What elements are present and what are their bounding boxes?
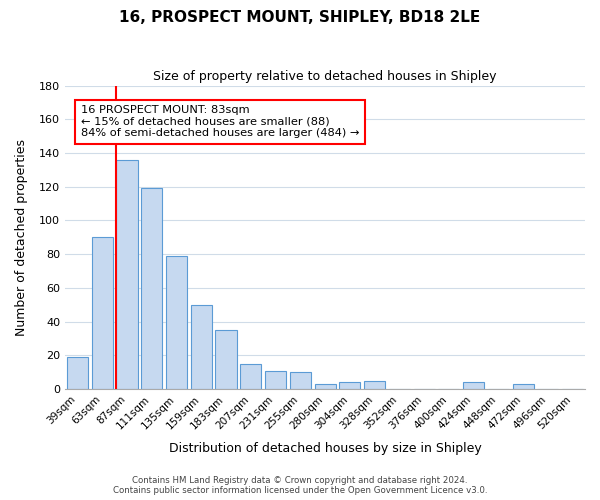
Text: 16, PROSPECT MOUNT, SHIPLEY, BD18 2LE: 16, PROSPECT MOUNT, SHIPLEY, BD18 2LE xyxy=(119,10,481,25)
Bar xyxy=(364,380,385,389)
Bar xyxy=(92,238,113,389)
Bar xyxy=(215,330,236,389)
Bar xyxy=(166,256,187,389)
Bar xyxy=(463,382,484,389)
Bar xyxy=(191,305,212,389)
Bar xyxy=(116,160,137,389)
Text: 16 PROSPECT MOUNT: 83sqm
← 15% of detached houses are smaller (88)
84% of semi-d: 16 PROSPECT MOUNT: 83sqm ← 15% of detach… xyxy=(80,106,359,138)
Bar xyxy=(512,384,533,389)
Bar xyxy=(67,357,88,389)
Y-axis label: Number of detached properties: Number of detached properties xyxy=(15,139,28,336)
Text: Contains HM Land Registry data © Crown copyright and database right 2024.
Contai: Contains HM Land Registry data © Crown c… xyxy=(113,476,487,495)
Bar xyxy=(290,372,311,389)
Title: Size of property relative to detached houses in Shipley: Size of property relative to detached ho… xyxy=(153,70,497,83)
Bar xyxy=(141,188,162,389)
Bar xyxy=(339,382,361,389)
Bar xyxy=(314,384,335,389)
X-axis label: Distribution of detached houses by size in Shipley: Distribution of detached houses by size … xyxy=(169,442,481,455)
Bar xyxy=(240,364,261,389)
Bar xyxy=(265,370,286,389)
